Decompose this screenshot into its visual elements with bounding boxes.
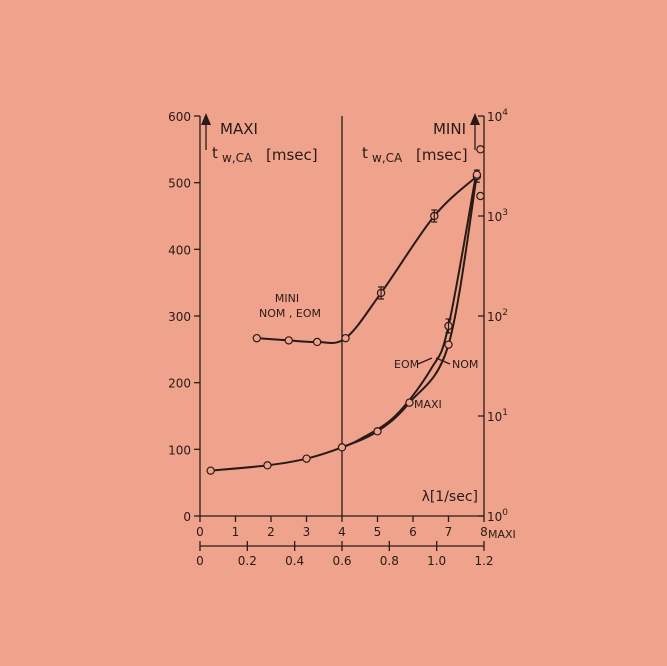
y-right-tick-exponent: 2 bbox=[502, 308, 508, 318]
t-sub-right: w,CA bbox=[372, 151, 403, 165]
y-right-tick-label: 100 bbox=[487, 508, 508, 524]
x-secondary-tick-label: 0 bbox=[196, 554, 204, 568]
t-symbol-left: t bbox=[212, 144, 218, 162]
x-primary-tick-label: 4 bbox=[338, 525, 346, 539]
maxi-point bbox=[405, 398, 414, 407]
y-right-tick-exponent: 3 bbox=[502, 208, 508, 218]
eom-label: EOM bbox=[394, 358, 419, 371]
right-arrow-head bbox=[470, 113, 480, 125]
mini-nom-eom-label-2: NOM , EOM bbox=[259, 307, 321, 320]
y-left-tick-label: 100 bbox=[168, 443, 191, 457]
nom-point bbox=[476, 191, 485, 201]
maxi-axis-unit: [msec] bbox=[266, 146, 318, 164]
t-symbol-right: t bbox=[362, 144, 368, 162]
maxi-point bbox=[337, 443, 347, 452]
mini-point bbox=[284, 336, 293, 345]
x-primary-tick-label: 6 bbox=[409, 525, 417, 539]
maxi-point bbox=[444, 340, 453, 349]
x-secondary-tick-label: 1.0 bbox=[427, 554, 446, 568]
x-primary-tick-label: 7 bbox=[445, 525, 453, 539]
y-left-tick-label: 300 bbox=[168, 310, 191, 324]
x-primary-tick-label: 1 bbox=[232, 525, 240, 539]
x-primary-tick-label: 3 bbox=[303, 525, 311, 539]
y-right-tick-label: 102 bbox=[487, 308, 508, 324]
x-secondary-tick-label: 0.4 bbox=[285, 554, 304, 568]
maxi-point bbox=[472, 170, 482, 179]
maxi-curve-label: MAXI bbox=[414, 398, 442, 411]
left-arrow-head bbox=[201, 113, 211, 125]
y-right-tick-exponent: 1 bbox=[502, 408, 508, 418]
data-points bbox=[206, 145, 485, 475]
mini-axis-title: MINI bbox=[433, 120, 466, 138]
x-primary-tick-label: 8 bbox=[480, 525, 488, 539]
x-secondary-tick-label: 1.2 bbox=[474, 554, 493, 568]
nom-label: NOM bbox=[452, 358, 478, 371]
x-secondary-tick-label: 0.2 bbox=[238, 554, 257, 568]
t-sub-left: w,CA bbox=[222, 151, 253, 165]
y-right-tick-exponent: 4 bbox=[502, 108, 508, 118]
x-secondary-tick-label: 0.8 bbox=[380, 554, 399, 568]
eom-leader bbox=[417, 357, 433, 365]
maxi-point bbox=[206, 466, 215, 475]
maxi-point bbox=[476, 145, 485, 154]
y-left-tick-label: 600 bbox=[168, 110, 191, 124]
x-primary-end-label: MAXI bbox=[488, 528, 516, 541]
y-left-tick-label: 200 bbox=[168, 377, 191, 391]
y-right-tick-label: 103 bbox=[487, 208, 508, 224]
y-right-tick-label: 101 bbox=[487, 408, 508, 424]
mini-point bbox=[312, 337, 322, 347]
y-left-tick-label: 500 bbox=[168, 177, 191, 191]
mini-axis-unit: [msec] bbox=[416, 146, 468, 164]
x-secondary-tick-label: 0.6 bbox=[332, 554, 351, 568]
y-left-tick-label: 0 bbox=[183, 510, 191, 524]
mini-point bbox=[252, 333, 261, 343]
maxi-axis-title: MAXI bbox=[220, 120, 258, 138]
mini-nom-eom-label-1: MINI bbox=[275, 292, 299, 305]
x-primary-tick-label: 2 bbox=[267, 525, 275, 539]
maxi-point bbox=[373, 427, 382, 436]
lambda-axis-label: λ[1/sec] bbox=[422, 489, 478, 505]
y-left-tick-label: 400 bbox=[168, 243, 191, 257]
x-primary-tick-label: 5 bbox=[374, 525, 382, 539]
maxi-point bbox=[263, 461, 272, 470]
mini-point bbox=[341, 333, 350, 343]
nom-leader bbox=[435, 357, 451, 365]
y-right-tick-label: 104 bbox=[487, 108, 508, 124]
y-right-tick-exponent: 0 bbox=[502, 508, 508, 518]
maxi-point bbox=[302, 454, 311, 463]
eom-curve bbox=[341, 169, 478, 449]
x-primary-tick-label: 0 bbox=[196, 525, 204, 539]
